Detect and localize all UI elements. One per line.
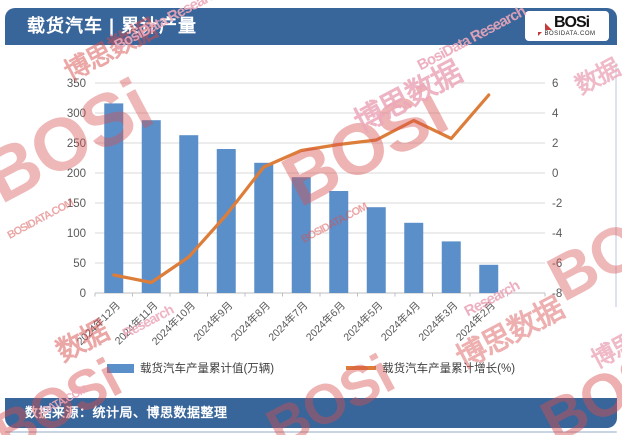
line-series-swatch [346, 366, 377, 370]
svg-text:2024年3月: 2024年3月 [416, 299, 461, 344]
svg-text:2024年4月: 2024年4月 [378, 299, 423, 344]
logo-small-triangle-icon [538, 32, 543, 36]
svg-text:2024年6月: 2024年6月 [303, 299, 348, 344]
logo-domain-text: BOSIDATA.COM [544, 30, 596, 37]
legend-item-bars: 载货汽车产量累计值(万辆) [106, 360, 275, 376]
line-series-label: 载货汽车产量累计增长(%) [382, 363, 516, 375]
footer-bar: 数据来源：统计局、博思数据整理 [5, 398, 617, 428]
svg-text:-4: -4 [552, 228, 563, 240]
legend-item-line: 载货汽车产量累计增长(%) [346, 360, 515, 376]
svg-text:-2: -2 [552, 198, 562, 210]
svg-text:2024年5月: 2024年5月 [341, 299, 386, 344]
logo-domain: BOSIDATA.COM [538, 31, 595, 38]
svg-text:50: 50 [73, 258, 86, 270]
svg-text:-8: -8 [552, 288, 562, 300]
logo-triangle-icon [544, 23, 552, 31]
logo-brand: BOSi [553, 13, 590, 31]
legend: 载货汽车产量累计值(万辆) 载货汽车产量累计增长(%) [0, 360, 622, 376]
svg-text:2024年8月: 2024年8月 [228, 299, 273, 344]
logo-top: BOSi [544, 13, 590, 31]
svg-text:4: 4 [552, 108, 559, 120]
bar-series-label: 载货汽车产量累计值(万辆) [139, 363, 275, 375]
svg-text:250: 250 [67, 138, 86, 150]
svg-text:2024年7月: 2024年7月 [266, 299, 311, 344]
svg-text:6: 6 [552, 78, 558, 90]
svg-text:350: 350 [67, 78, 86, 90]
svg-text:-6: -6 [552, 258, 562, 270]
svg-text:0: 0 [552, 168, 558, 180]
svg-text:2024年9月: 2024年9月 [191, 299, 236, 344]
svg-text:300: 300 [67, 108, 86, 120]
card-bottom-edge [5, 431, 617, 433]
svg-text:200: 200 [67, 168, 86, 180]
chart-title: 载货汽车 | 累计产量 [27, 16, 198, 36]
header-bar: 载货汽车 | 累计产量 BOSi BOSIDATA.COM [5, 8, 617, 45]
svg-text:150: 150 [67, 198, 86, 210]
svg-text:2: 2 [552, 138, 558, 150]
bosi-logo: BOSi BOSIDATA.COM [525, 11, 609, 41]
svg-text:2024年2月: 2024年2月 [453, 299, 498, 344]
data-source: 数据来源：统计局、博思数据整理 [25, 405, 228, 420]
svg-text:100: 100 [67, 228, 86, 240]
svg-text:0: 0 [80, 288, 86, 300]
bar-series-swatch [106, 363, 134, 373]
